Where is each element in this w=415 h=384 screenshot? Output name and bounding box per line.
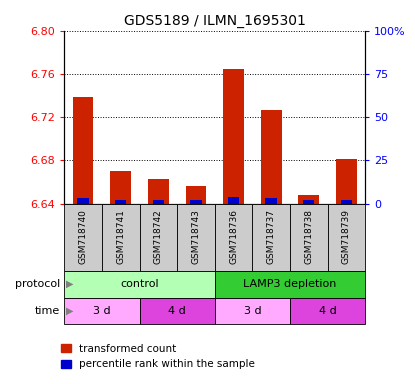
Text: GSM718738: GSM718738	[304, 209, 313, 264]
Text: 3 d: 3 d	[244, 306, 261, 316]
Bar	[64, 298, 139, 324]
Text: GSM718740: GSM718740	[78, 209, 88, 264]
Legend: transformed count, percentile rank within the sample: transformed count, percentile rank withi…	[61, 344, 255, 369]
Bar	[78, 199, 89, 204]
Bar	[186, 186, 206, 204]
Bar	[73, 97, 93, 204]
Text: 3 d: 3 d	[93, 306, 111, 316]
Bar	[115, 200, 127, 204]
Bar	[290, 298, 365, 324]
Bar	[298, 195, 319, 204]
Text: GSM718737: GSM718737	[267, 209, 276, 264]
Bar	[290, 204, 327, 271]
Bar	[102, 204, 139, 271]
Bar	[228, 197, 239, 204]
Title: GDS5189 / ILMN_1695301: GDS5189 / ILMN_1695301	[124, 14, 306, 28]
Bar	[215, 271, 365, 298]
Text: GSM718736: GSM718736	[229, 209, 238, 264]
Bar	[327, 204, 365, 271]
Text: control: control	[120, 279, 159, 289]
Text: time: time	[35, 306, 60, 316]
Bar	[261, 109, 281, 204]
Text: LAMP3 depletion: LAMP3 depletion	[243, 279, 337, 289]
Bar	[336, 159, 357, 204]
Bar	[110, 171, 131, 204]
Bar	[223, 68, 244, 204]
Bar	[252, 204, 290, 271]
Bar	[64, 204, 102, 271]
Bar	[177, 204, 215, 271]
Text: 4 d: 4 d	[168, 306, 186, 316]
Text: protocol: protocol	[15, 279, 60, 289]
Bar	[215, 204, 252, 271]
Bar	[153, 200, 164, 204]
Bar	[303, 200, 315, 204]
Text: ▶: ▶	[66, 279, 74, 289]
Bar	[190, 200, 202, 204]
Bar	[139, 298, 215, 324]
Text: ▶: ▶	[66, 306, 74, 316]
Bar	[215, 298, 290, 324]
Text: GSM718743: GSM718743	[191, 209, 200, 264]
Text: GSM718742: GSM718742	[154, 209, 163, 264]
Text: GSM718739: GSM718739	[342, 209, 351, 264]
Bar	[64, 271, 215, 298]
Bar	[148, 179, 168, 204]
Text: 4 d: 4 d	[319, 306, 337, 316]
Bar	[341, 200, 352, 204]
Bar	[266, 199, 277, 204]
Bar	[139, 204, 177, 271]
Text: GSM718741: GSM718741	[116, 209, 125, 264]
